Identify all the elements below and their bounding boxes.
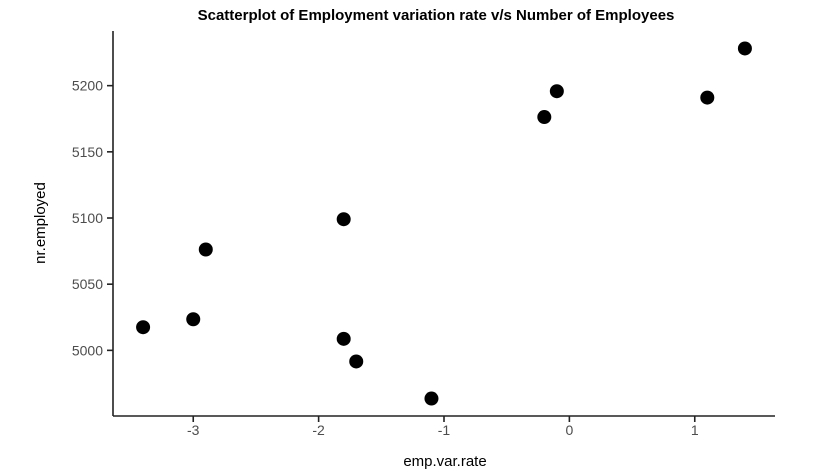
- data-point: [737, 41, 752, 56]
- axis-tick-labels: -3 -2 -1 0 1 5000 5050 5100 5150 5200: [72, 78, 699, 438]
- axes: [112, 31, 775, 417]
- x-tick-label: 1: [691, 422, 699, 438]
- x-tick-label: 0: [565, 422, 573, 438]
- x-tick-label: -1: [438, 422, 451, 438]
- data-point: [549, 84, 564, 99]
- y-tick-label: 5050: [72, 276, 103, 292]
- data-point: [424, 391, 439, 406]
- data-point: [198, 242, 213, 257]
- data-points: [136, 41, 752, 406]
- y-tick-label: 5000: [72, 342, 103, 358]
- data-point: [136, 320, 151, 335]
- y-tick-label: 5150: [72, 144, 103, 160]
- x-tick-label: -3: [187, 422, 200, 438]
- y-axis-label: nr.employed: [32, 182, 49, 264]
- x-axis-label: emp.var.rate: [403, 453, 486, 470]
- x-tick-label: -2: [312, 422, 325, 438]
- y-tick-label: 5100: [72, 210, 103, 226]
- data-point: [336, 331, 351, 346]
- data-point: [349, 354, 364, 369]
- axis-ticks: [107, 84, 696, 422]
- data-point: [700, 90, 715, 105]
- data-point: [537, 110, 552, 125]
- data-point: [336, 212, 351, 227]
- chart-title: Scatterplot of Employment variation rate…: [198, 7, 675, 24]
- data-point: [186, 312, 201, 327]
- y-tick-label: 5200: [72, 78, 103, 94]
